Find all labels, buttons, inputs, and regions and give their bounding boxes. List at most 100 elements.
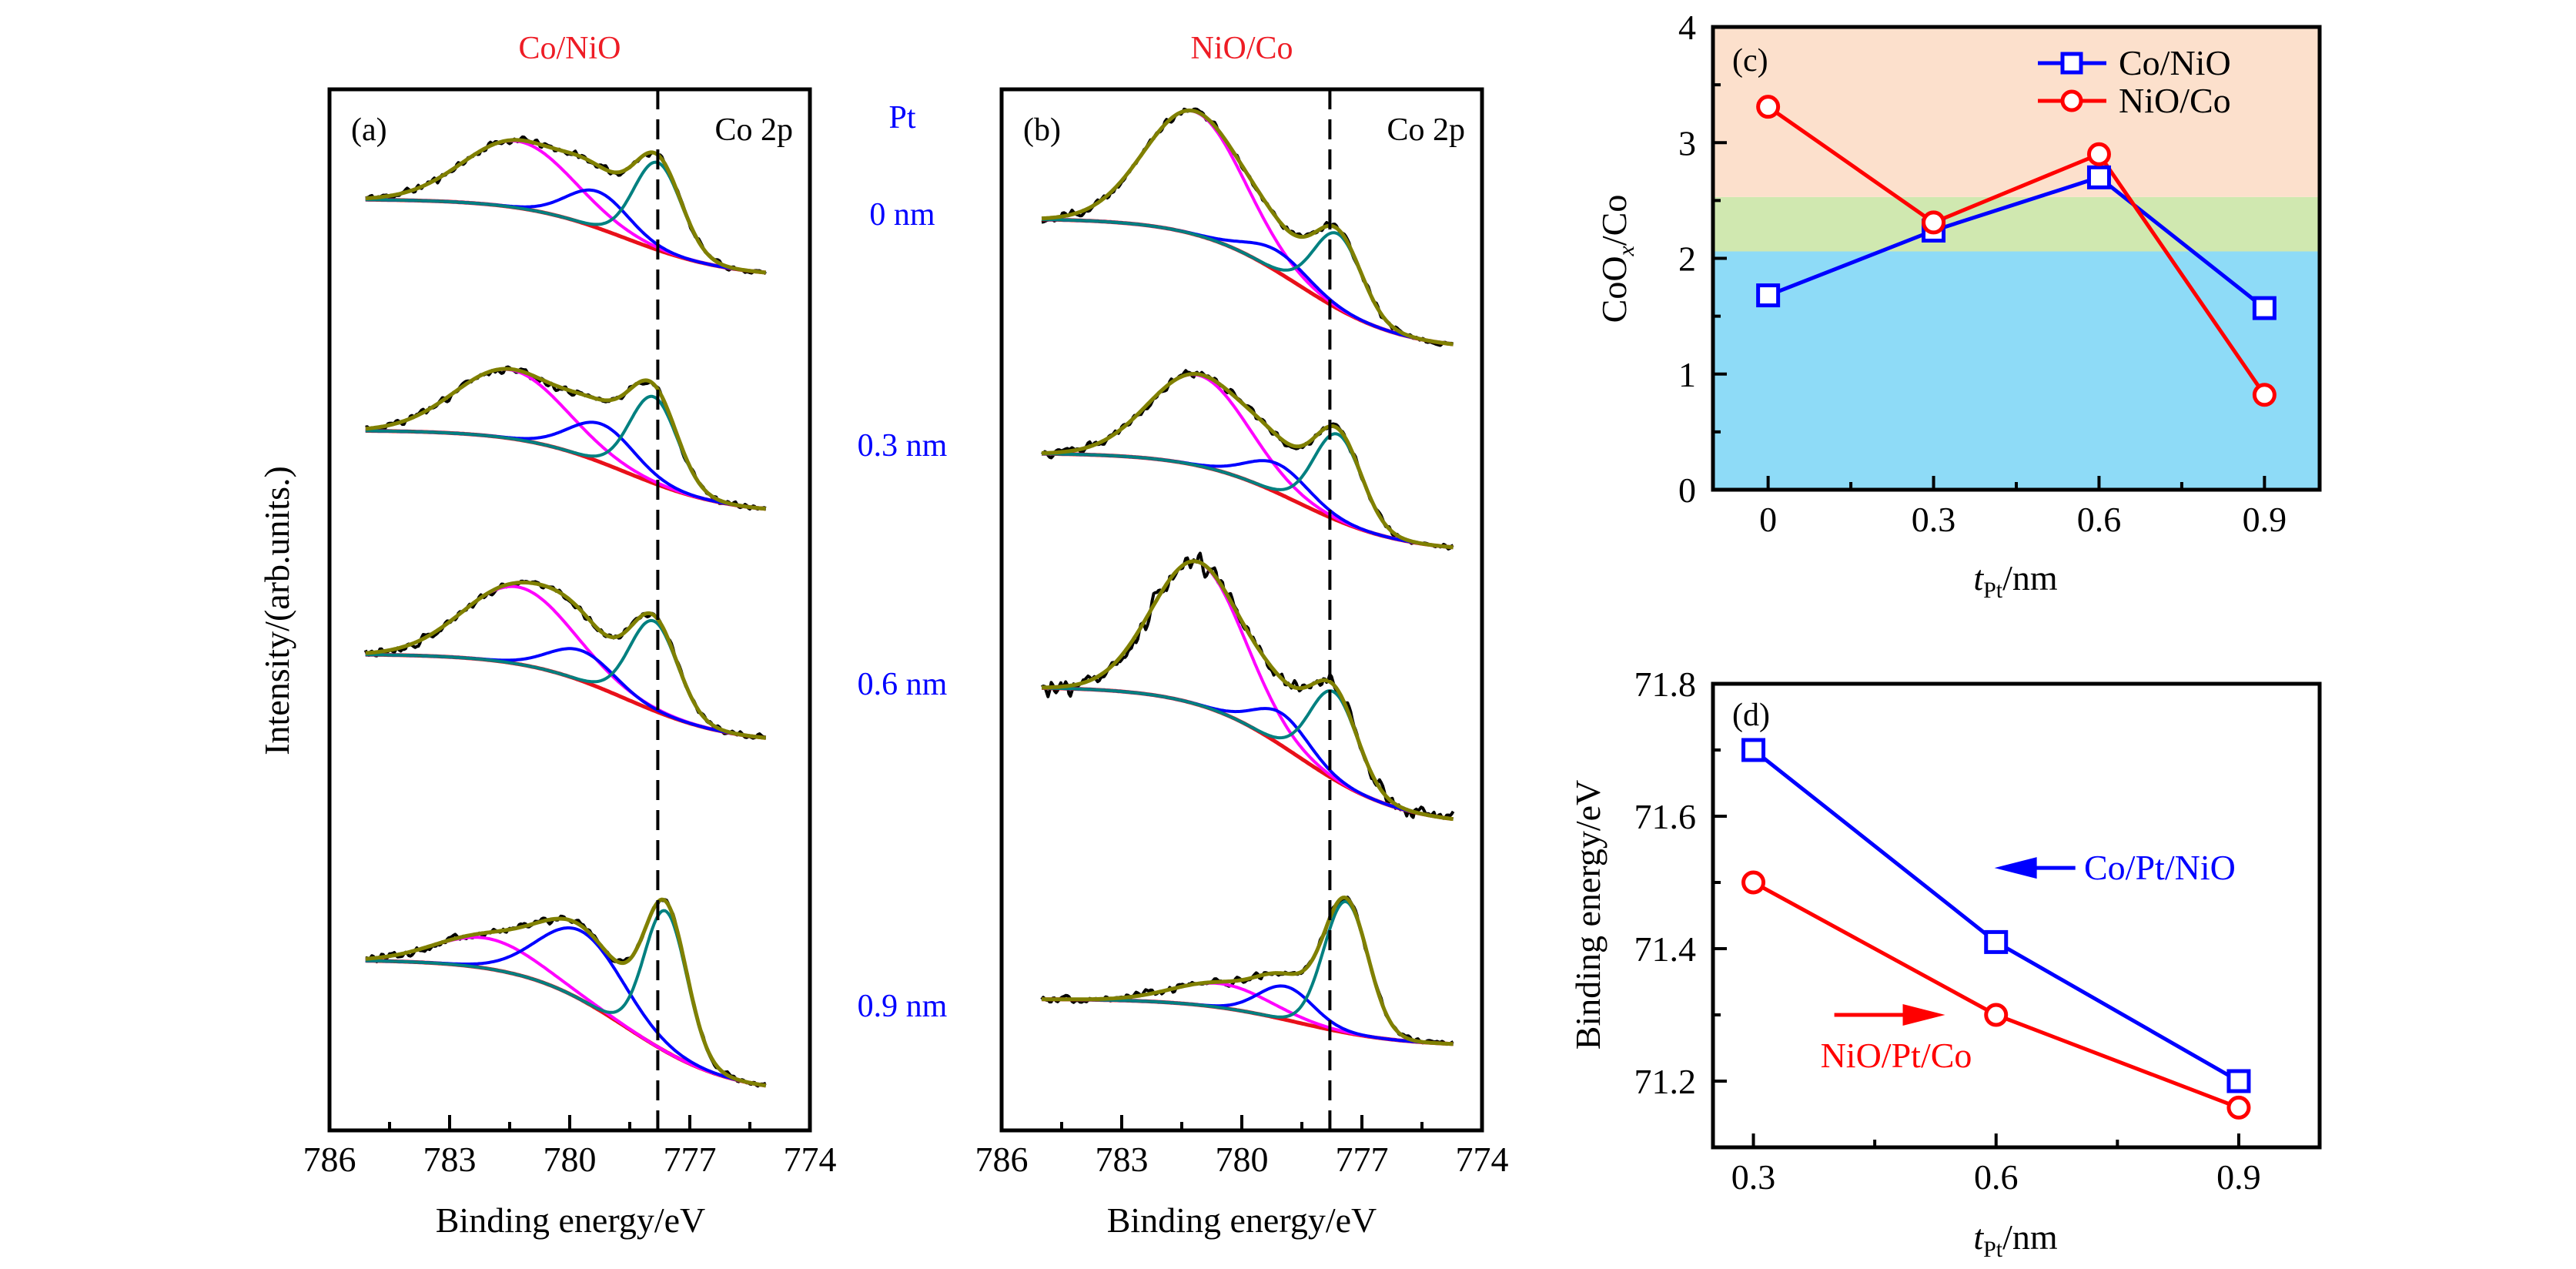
spectrum-0-nm <box>1041 107 1454 347</box>
legend-circle-marker <box>2060 89 2083 112</box>
fit-envelope-line <box>365 581 767 740</box>
x-tick-label: 0 <box>1759 500 1777 539</box>
arrow-right-icon <box>1902 1004 1945 1026</box>
y-tick-label: 71.8 <box>1634 665 1697 704</box>
panel-c-label: (c) <box>1732 43 1768 79</box>
y-tick-label: 3 <box>1678 123 1696 162</box>
panel-d-label: (d) <box>1732 698 1770 733</box>
xlabel-main: t <box>1973 1217 1984 1257</box>
x-tick-label: 786 <box>975 1140 1029 1179</box>
background-line <box>365 197 767 275</box>
x-tick-label: 780 <box>544 1140 597 1179</box>
fit-component-line <box>365 647 766 740</box>
xlabel-main: t <box>1973 558 1984 598</box>
ylabel-rest: /Co <box>1594 195 1634 246</box>
plot-frame <box>327 87 812 1133</box>
fit-component-line <box>365 909 767 1087</box>
x-tick-label: 0.3 <box>1731 1157 1776 1197</box>
series-line-1 <box>1767 105 2267 397</box>
pt-thickness-labels: Pt 0 nm 0.3 nm 0.6 nm 0.9 nm <box>858 100 948 1024</box>
fit-envelope-line <box>365 897 767 1088</box>
y-tick-label: 4 <box>1678 8 1696 47</box>
data-point-square <box>1984 929 2009 954</box>
legend-square-marker <box>2060 52 2083 75</box>
pt-label-1: 0.3 nm <box>858 428 948 464</box>
data-point-circle <box>2252 383 2277 407</box>
spectrum-0-nm <box>365 135 767 276</box>
x-tick-label: 774 <box>1456 1140 1509 1179</box>
fit-component-line <box>365 584 766 740</box>
x-tick-label: 777 <box>1336 1140 1389 1179</box>
panel-a-xlabel: Binding energy/eV <box>436 1200 705 1240</box>
panel-b-title: NiO/Co <box>1190 31 1293 66</box>
spectrum-0-3-nm <box>1041 369 1454 551</box>
y-tick-label: 2 <box>1678 239 1696 279</box>
background-line <box>365 429 767 511</box>
data-point-circle <box>2086 142 2111 166</box>
ylabel-main: CoO <box>1594 256 1634 323</box>
x-tick-label: 786 <box>303 1140 356 1179</box>
x-tick-label: 0.9 <box>2243 500 2287 539</box>
panel-c-ylabel: CoOx/Co <box>1594 195 1639 323</box>
fit-envelope-line <box>1042 372 1454 550</box>
fit-envelope-line <box>1041 108 1454 347</box>
y-tick-label: 1 <box>1678 355 1696 394</box>
measured-data-line <box>1041 369 1454 551</box>
fit-envelope-line <box>365 138 766 275</box>
fit-component-line <box>1042 373 1454 549</box>
panel-a-annotation: Co 2p <box>714 112 793 148</box>
legend-label: NiO/Co <box>2119 81 2231 120</box>
background-line <box>365 652 767 740</box>
spectrum-0-9-nm <box>1040 895 1454 1046</box>
pt-label-3: 0.9 nm <box>858 989 948 1024</box>
panel-c-xlabel: tPt/nm <box>1973 558 2058 603</box>
y-tick-label: 0 <box>1678 470 1696 510</box>
background-band <box>1713 27 2320 197</box>
fit-component-line <box>365 936 767 1087</box>
panel-d-binding-energy-chart: 0.3 0.6 0.9 71.2 71.4 71.6 71.8 <box>1634 665 2322 1197</box>
x-tick-label: 0.3 <box>1912 500 1956 539</box>
fit-component-line <box>1041 984 1454 1046</box>
series-line-0 <box>1767 175 2266 310</box>
pt-header: Pt <box>888 100 915 136</box>
background-band <box>1713 196 2320 252</box>
x-tick-label: 0.6 <box>2077 500 2122 539</box>
fit-envelope-line <box>1042 559 1454 822</box>
legend-item-1: NiO/Co <box>2038 81 2231 120</box>
measured-data-line <box>1041 551 1455 820</box>
fit-component-line <box>365 420 766 511</box>
panel-a-label: (a) <box>351 112 387 148</box>
x-tick-label: 774 <box>784 1140 837 1179</box>
data-point-square <box>2086 165 2111 189</box>
arrow-left-icon <box>1994 857 2037 879</box>
panel-a-title: Co/NiO <box>518 31 621 66</box>
panel-b-xlabel: Binding energy/eV <box>1107 1200 1377 1240</box>
data-point-circle <box>2226 1095 2251 1120</box>
y-tick-label: 71.6 <box>1634 797 1697 836</box>
series-line-0 <box>1751 748 2240 1083</box>
y-tick-label: 71.4 <box>1634 929 1697 969</box>
y-tick-label: 71.2 <box>1634 1062 1697 1101</box>
xlabel-sub: Pt <box>1983 1237 2003 1262</box>
xlabel-sub: Pt <box>1983 578 2003 603</box>
background-band <box>1713 251 2320 490</box>
data-point-square <box>1756 283 1781 308</box>
background-line <box>365 959 767 1088</box>
xlabel-rest: /nm <box>2002 558 2058 598</box>
xlabel-rest: /nm <box>2002 1217 2058 1257</box>
spectrum-0-3-nm <box>365 365 767 511</box>
measured-data-line <box>363 579 767 740</box>
legend-label: Co/NiO <box>2119 43 2231 82</box>
data-point-circle <box>1756 95 1781 119</box>
annotation-co-pt-nio: Co/Pt/NiO <box>2084 848 2236 887</box>
panel-a-ylabel: Intensity/(arb.units.) <box>257 466 296 755</box>
data-point-square <box>2252 296 2277 320</box>
fit-envelope-line <box>365 367 767 511</box>
panel-b-xps-spectra: NiO/Co 786 783 780 777 774 <box>975 31 1509 1179</box>
legend-item-0: Co/NiO <box>2038 43 2231 82</box>
data-point-circle <box>1984 1003 2009 1027</box>
x-tick-label: 783 <box>1096 1140 1149 1179</box>
spectrum-0-6-nm <box>1041 551 1455 822</box>
panel-d-ylabel: Binding energy/eV <box>1568 780 1607 1050</box>
